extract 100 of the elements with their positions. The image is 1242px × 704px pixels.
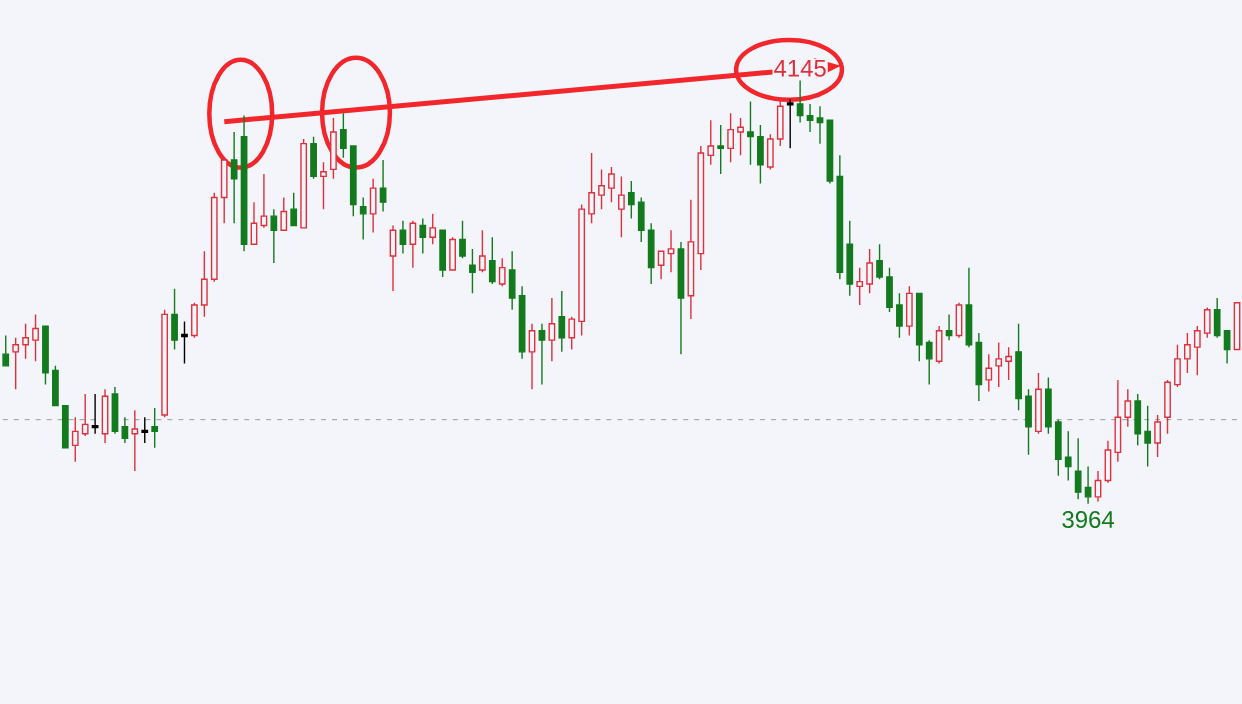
candlestick bbox=[707, 119, 715, 166]
candlestick bbox=[1084, 465, 1092, 505]
candlestick bbox=[300, 138, 308, 229]
candlestick bbox=[647, 222, 655, 285]
candlestick bbox=[280, 196, 288, 231]
candlestick bbox=[677, 240, 685, 355]
candlestick bbox=[925, 339, 933, 386]
candlestick bbox=[687, 198, 695, 320]
candlestick bbox=[290, 191, 298, 227]
candlestick bbox=[1164, 379, 1171, 435]
candlestick bbox=[915, 292, 923, 362]
candlestick bbox=[1064, 430, 1072, 481]
candlestick bbox=[627, 180, 635, 219]
candlestick bbox=[121, 416, 129, 444]
candlestick bbox=[389, 224, 397, 292]
candlestick bbox=[1174, 343, 1181, 388]
candlestick bbox=[1223, 329, 1231, 365]
candlestick bbox=[886, 266, 893, 313]
candlestick bbox=[588, 152, 595, 224]
candlestick bbox=[32, 313, 39, 362]
candlestick bbox=[657, 250, 665, 280]
candlestick bbox=[896, 292, 903, 339]
candlestick bbox=[210, 191, 218, 283]
candlestick bbox=[191, 301, 198, 339]
candlestick bbox=[459, 219, 466, 259]
candlestick bbox=[1054, 418, 1062, 477]
candlestick bbox=[71, 416, 79, 463]
candlestick bbox=[985, 353, 993, 393]
candlestick bbox=[399, 219, 407, 255]
candlestick bbox=[945, 313, 953, 341]
candlestick bbox=[379, 159, 387, 212]
candlestick bbox=[369, 177, 377, 234]
candlestick bbox=[250, 201, 258, 245]
candlestick bbox=[1104, 439, 1112, 484]
candlestick bbox=[449, 236, 456, 271]
candlestick bbox=[568, 315, 576, 350]
candlestick bbox=[349, 145, 357, 217]
candlestick bbox=[240, 114, 248, 252]
candlestick bbox=[1094, 470, 1102, 503]
candlestick bbox=[161, 308, 168, 418]
candlestick bbox=[409, 219, 417, 269]
candlestick bbox=[498, 257, 506, 287]
candlestick bbox=[637, 196, 645, 243]
candlestick bbox=[339, 112, 347, 159]
candlestick bbox=[786, 98, 794, 149]
candlestick bbox=[1015, 322, 1022, 411]
candlestick bbox=[429, 212, 437, 245]
candlestick bbox=[766, 133, 774, 170]
candlestick bbox=[478, 229, 486, 273]
candlestick bbox=[667, 229, 675, 273]
candlestick bbox=[548, 297, 556, 362]
candlestick bbox=[1134, 393, 1142, 446]
candlestick bbox=[330, 117, 337, 180]
candlestick bbox=[220, 156, 228, 224]
candlestick bbox=[598, 168, 605, 210]
candlestick bbox=[727, 112, 734, 163]
candlestick bbox=[2, 334, 10, 367]
candlestick bbox=[955, 301, 963, 339]
candlestick bbox=[518, 285, 526, 360]
candlestick bbox=[419, 217, 427, 255]
candlestick bbox=[1203, 306, 1211, 339]
candlestick bbox=[1184, 332, 1191, 374]
candlestick bbox=[905, 285, 913, 336]
candlestick bbox=[975, 332, 983, 402]
candlestick bbox=[796, 79, 804, 124]
candlestick bbox=[1035, 371, 1042, 435]
candlestick bbox=[965, 266, 973, 348]
candlestick bbox=[816, 105, 824, 145]
candlestick bbox=[558, 290, 566, 353]
candlestick bbox=[757, 124, 764, 184]
candlestick bbox=[538, 322, 546, 386]
candlestick bbox=[42, 325, 49, 386]
candlestick bbox=[608, 166, 615, 203]
candlestick bbox=[12, 336, 20, 390]
annotation: 3964 bbox=[1062, 510, 1115, 528]
candlestick bbox=[1213, 297, 1221, 339]
candlestick bbox=[1025, 388, 1032, 456]
candlestick bbox=[866, 248, 874, 294]
candlestick bbox=[697, 145, 705, 271]
candlestick bbox=[995, 341, 1003, 388]
candlestick bbox=[270, 208, 278, 264]
candlestick bbox=[876, 243, 883, 280]
candlestick bbox=[61, 404, 69, 449]
candlestick bbox=[836, 154, 844, 280]
candlestick bbox=[528, 322, 536, 390]
annotation: 4145 bbox=[774, 59, 826, 77]
candlestick bbox=[359, 196, 367, 241]
candlestick bbox=[439, 229, 447, 278]
candlestick bbox=[200, 250, 208, 318]
candlestick bbox=[846, 219, 854, 297]
candlestick bbox=[578, 203, 586, 336]
candlestick bbox=[1074, 437, 1082, 500]
candlestick bbox=[101, 388, 109, 444]
candlestick bbox=[1044, 376, 1052, 435]
candlestick bbox=[1154, 414, 1161, 458]
candlestick bbox=[171, 287, 178, 350]
candlestick bbox=[22, 322, 29, 360]
candlestick bbox=[81, 393, 89, 437]
candlestick bbox=[310, 135, 317, 180]
candlestick bbox=[230, 131, 238, 224]
